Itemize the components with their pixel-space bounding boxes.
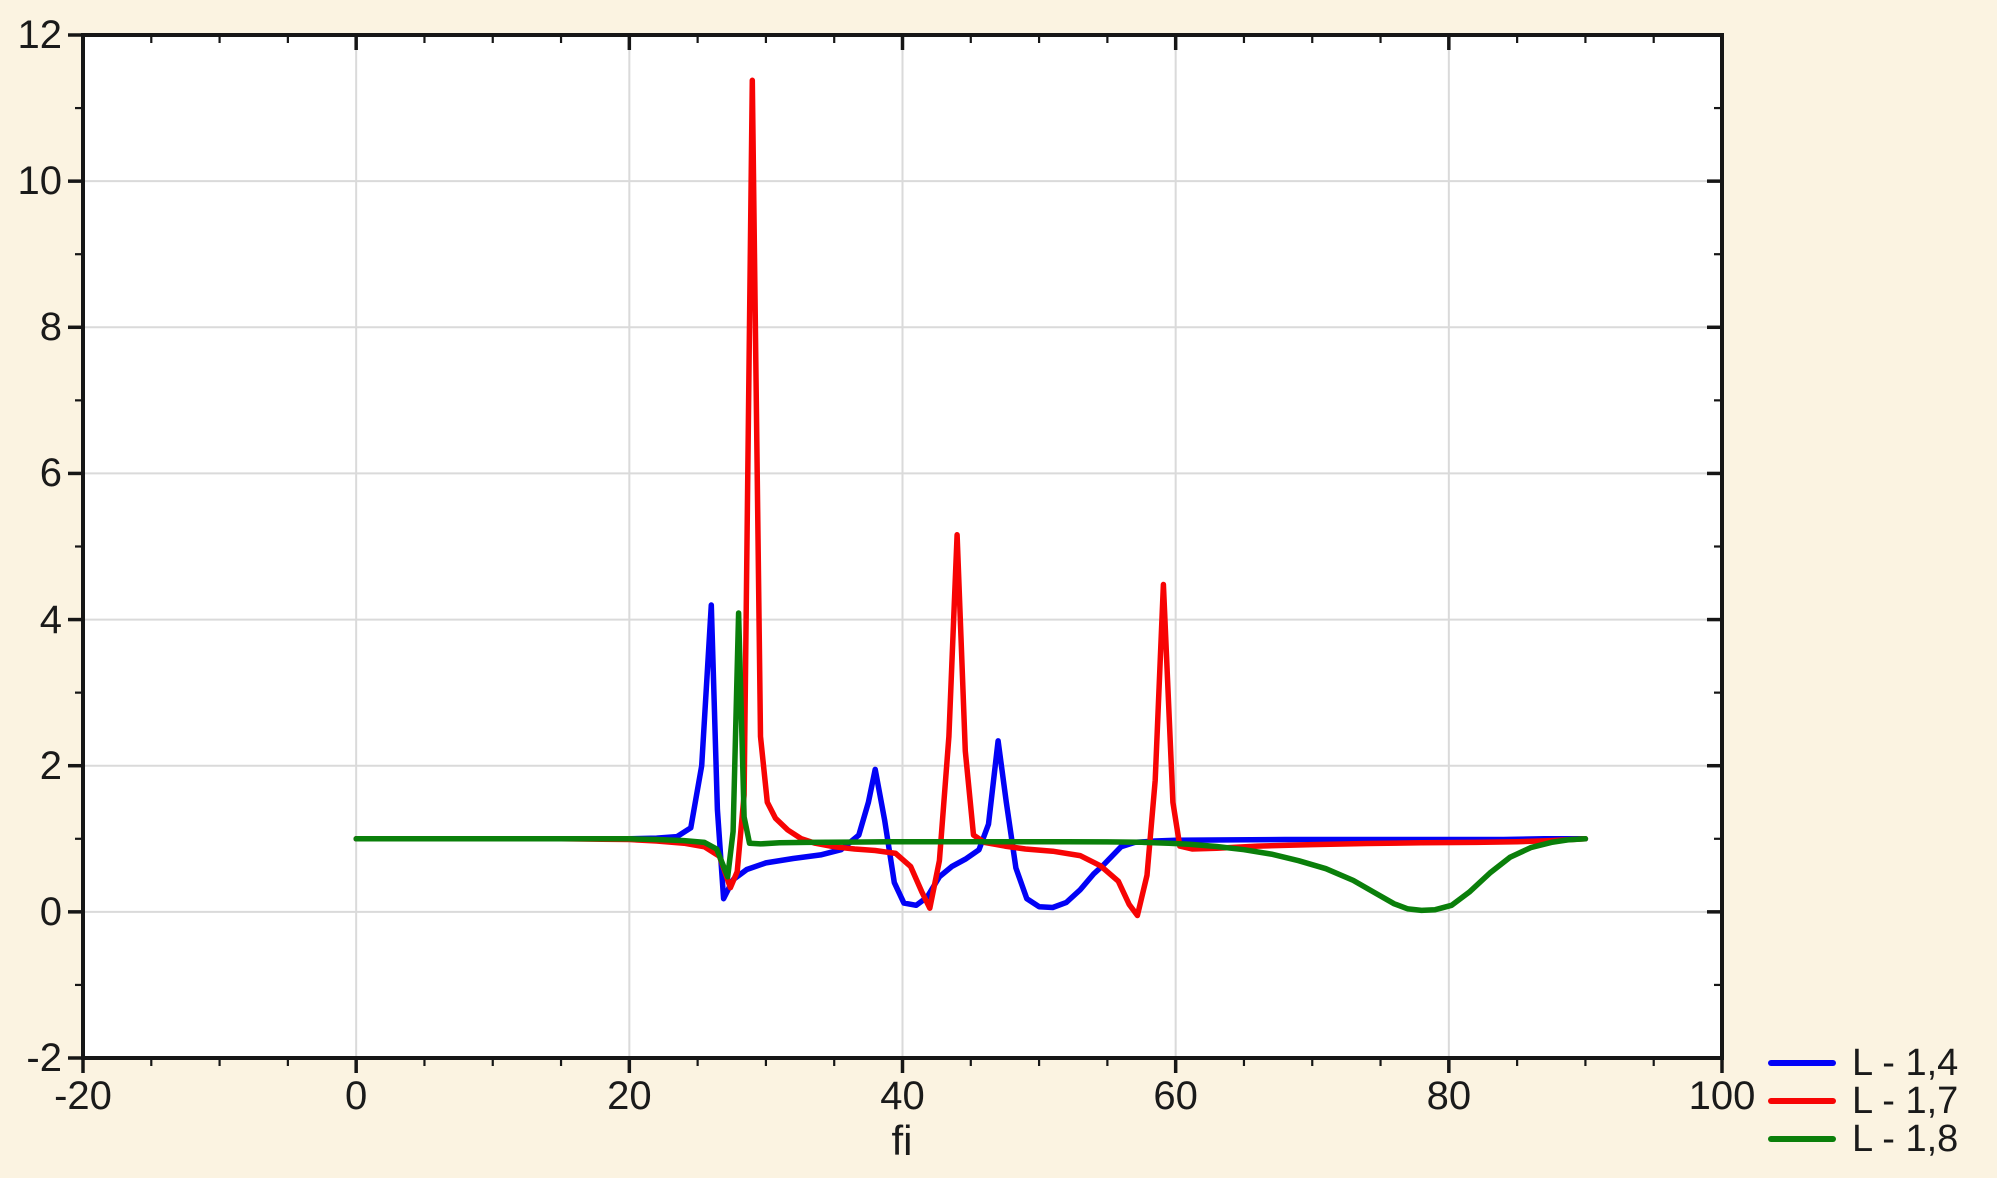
y-tick-label: 0 (39, 889, 62, 934)
y-tick-label: 12 (17, 13, 63, 57)
legend-label: L - 1,7 (1852, 1080, 1959, 1122)
legend-item: L - 1,4 (1768, 1044, 1958, 1082)
y-tick-label: 6 (39, 451, 62, 496)
x-tick-label: 100 (1688, 1074, 1756, 1118)
y-tick-label: 2 (39, 743, 62, 788)
x-tick-label: 20 (607, 1074, 652, 1118)
legend-swatch-line (1768, 1060, 1836, 1066)
y-tick-label: 4 (39, 597, 62, 642)
x-tick-label: 40 (880, 1074, 925, 1118)
y-tick-label: -2 (26, 1036, 62, 1080)
plot-frame (81, 33, 1724, 1060)
legend-label: L - 1,4 (1852, 1042, 1959, 1084)
legend-swatch-line (1768, 1136, 1836, 1142)
legend-item: L - 1,8 (1768, 1120, 1958, 1158)
legend-swatch-line (1768, 1098, 1836, 1104)
y-tick-label: 8 (39, 305, 62, 350)
x-tick-label: 80 (1426, 1074, 1472, 1118)
y-tick-label: 10 (17, 159, 63, 204)
x-axis-title: fi (891, 1117, 913, 1164)
legend: L - 1,4 L - 1,7 L - 1,8 (1768, 1044, 1958, 1158)
series-line-2 (353, 610, 1589, 914)
x-tick-label: -20 (54, 1074, 112, 1118)
legend-label: L - 1,8 (1852, 1118, 1959, 1160)
legend-item: L - 1,7 (1768, 1082, 1958, 1120)
x-tick-label: 0 (345, 1074, 368, 1118)
x-tick-label: 60 (1153, 1074, 1198, 1118)
